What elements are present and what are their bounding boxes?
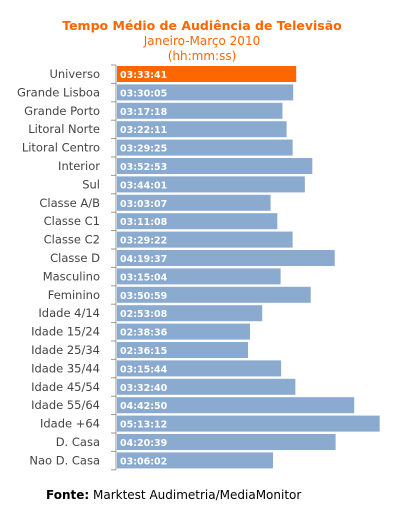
category-label: Litoral Norte: [28, 122, 100, 136]
bar-value-label: 04:42:50: [120, 401, 168, 412]
category-label: D. Casa: [56, 435, 100, 449]
bar-value-label: 03:06:02: [120, 456, 167, 467]
category-label: Idade 35/44: [31, 361, 100, 375]
category-label: Idade 4/14: [38, 306, 100, 320]
category-label: Idade 55/64: [31, 398, 100, 412]
bar-value-label: 03:33:41: [120, 70, 167, 81]
bar: [117, 397, 355, 414]
bar-value-label: 02:36:15: [120, 346, 167, 357]
bar: [117, 158, 313, 174]
category-label: Grande Lisboa: [17, 85, 100, 99]
category-label: Idade +64: [40, 417, 100, 431]
category-label: Litoral Centro: [22, 141, 100, 155]
source-value: Marktest Audimetria/MediaMonitor: [93, 488, 302, 502]
category-label: Classe C2: [44, 233, 100, 247]
bar: [117, 286, 311, 303]
category-label: Classe A/B: [39, 196, 100, 210]
bar: [117, 305, 263, 322]
source-note: Fonte: Marktest Audimetria/MediaMonitor: [46, 488, 301, 502]
bar-value-label: 03:15:44: [120, 364, 168, 375]
bar-value-label: 03:11:08: [120, 217, 168, 228]
bar-value-label: 03:17:18: [120, 107, 168, 118]
category-label: Masculino: [43, 269, 100, 283]
bar-value-label: 03:22:11: [120, 125, 167, 136]
category-label: Universo: [49, 67, 100, 81]
bar: [117, 66, 297, 82]
bar-value-label: 05:13:12: [120, 420, 167, 431]
chart-title-block: Tempo Médio de Audiência de Televisão Ja…: [0, 18, 404, 64]
category-label: Classe C1: [44, 214, 100, 228]
bar: [117, 121, 287, 138]
bar-value-label: 03:30:05: [120, 88, 167, 99]
bar: [117, 194, 271, 211]
category-label: Feminino: [48, 288, 100, 302]
bar-value-label: 03:32:40: [120, 383, 168, 394]
bar: [117, 323, 251, 340]
bar-value-label: 03:15:04: [120, 272, 168, 283]
bar: [117, 176, 305, 193]
source-label: Fonte:: [46, 488, 90, 502]
bar-value-label: 04:20:39: [120, 438, 167, 449]
bar-value-label: 03:50:59: [120, 291, 167, 302]
bar: [117, 415, 380, 432]
bar-value-label: 02:38:36: [120, 328, 168, 339]
bar-value-label: 03:03:07: [120, 199, 167, 210]
bar-value-label: 03:52:53: [120, 162, 167, 173]
bar-value-label: 03:29:25: [120, 144, 167, 155]
bar: [117, 84, 294, 101]
category-label: Classe D: [50, 251, 100, 265]
chart-title: Tempo Médio de Audiência de Televisão: [62, 18, 342, 33]
category-label: Grande Porto: [24, 104, 100, 118]
category-label: Interior: [58, 159, 100, 173]
bar: [117, 378, 296, 395]
bar-value-label: 02:53:08: [120, 309, 168, 320]
bar: [117, 342, 249, 358]
bar: [117, 434, 336, 450]
bar: [117, 102, 283, 119]
chart-subtitle-period: Janeiro-Março 2010: [143, 34, 261, 48]
bar: [117, 268, 281, 285]
bar: [117, 231, 293, 248]
bar: [117, 139, 293, 156]
bar: [117, 452, 274, 469]
bar-value-label: 04:19:37: [120, 254, 167, 265]
category-label: Sul: [82, 177, 100, 191]
chart-subtitle-unit: (hh:mm:ss): [167, 49, 237, 63]
bar: [117, 360, 282, 377]
bar: [117, 213, 278, 230]
bar-value-label: 03:44:01: [120, 180, 167, 191]
bar-value-label: 03:29:22: [120, 236, 167, 247]
bar: [117, 250, 335, 266]
category-label: Nao D. Casa: [29, 453, 100, 467]
category-label: Idade 25/34: [31, 343, 100, 357]
category-label: Idade 45/54: [31, 380, 100, 394]
category-label: Idade 15/24: [31, 325, 100, 339]
